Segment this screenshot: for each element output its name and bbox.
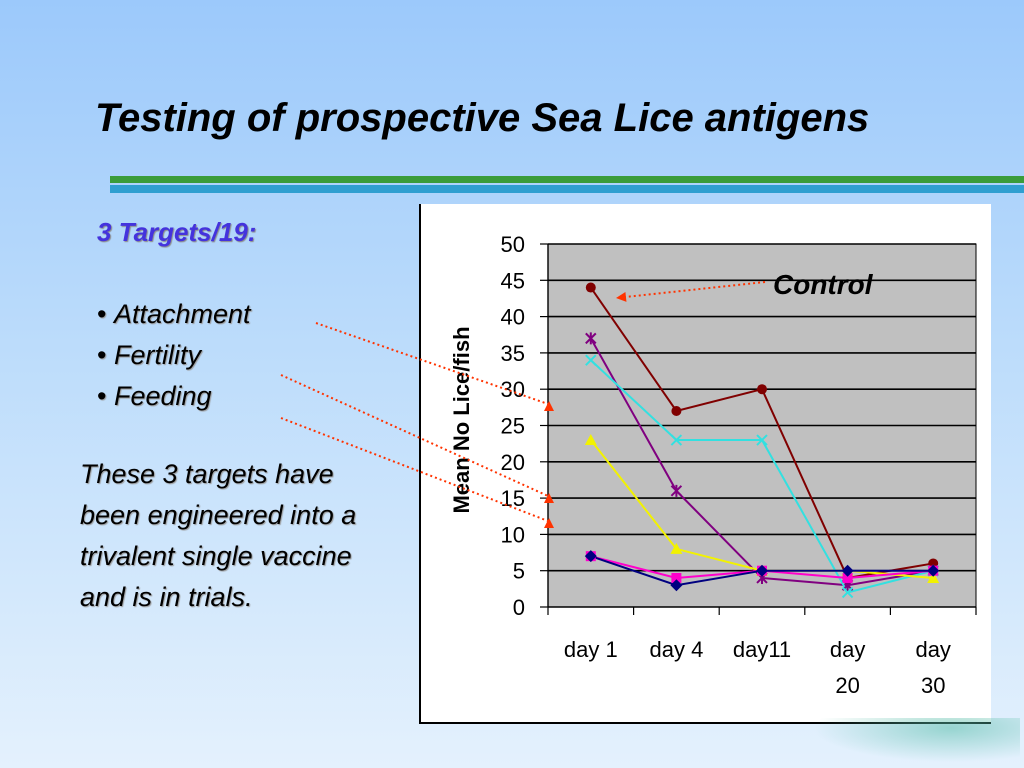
y-tick-label-2: 10 xyxy=(501,522,525,547)
series-2-point-1 xyxy=(670,434,683,446)
x-tick-label-1: day 4 xyxy=(649,637,703,662)
target-item-feeding: Feeding xyxy=(97,378,251,419)
y-tick-label-7: 35 xyxy=(501,341,525,366)
y-tick-label-3: 15 xyxy=(501,486,525,511)
y-tick-label-9: 45 xyxy=(501,268,525,293)
decorative-swoosh xyxy=(790,718,1020,768)
series-2-point-2 xyxy=(756,434,768,446)
attachment-pointer-head xyxy=(544,401,554,411)
series-0-point-0 xyxy=(585,282,596,293)
series-1-point-0 xyxy=(585,332,597,345)
x-tick-label-0: day 1 xyxy=(564,637,618,662)
series-5-point-0 xyxy=(584,550,597,563)
series-3-point-1 xyxy=(670,542,683,554)
title-rule-blue xyxy=(110,185,1024,193)
series-0-point-1 xyxy=(671,405,682,416)
control-annotation: Control xyxy=(773,269,874,300)
series-0-point-2 xyxy=(757,384,767,395)
x-tick-label-3: day 20 xyxy=(830,637,865,698)
attachment-pointer-line xyxy=(315,322,549,405)
control-pointer-head xyxy=(616,291,627,302)
title-rule-green xyxy=(110,176,1024,183)
y-tick-label-8: 40 xyxy=(501,305,525,330)
target-item-fertility: Fertility xyxy=(97,337,251,378)
fertility-pointer-line xyxy=(280,374,549,497)
y-axis-label: Mean No Lice/fish xyxy=(449,326,474,513)
y-tick-label-0: 0 xyxy=(513,595,525,620)
target-item-attachment: Attachment xyxy=(97,296,251,337)
targets-heading: 3 Targets/19: xyxy=(97,217,257,247)
x-tick-label-2: day11 xyxy=(733,637,791,662)
slide-title: Testing of prospective Sea Lice antigens xyxy=(95,96,870,140)
series-4-point-3 xyxy=(842,572,853,583)
fertility-pointer-head xyxy=(544,493,554,503)
series-2-point-0 xyxy=(585,354,597,366)
feeding-pointer-head xyxy=(544,518,554,528)
y-tick-label-1: 5 xyxy=(513,559,525,584)
y-tick-label-10: 50 xyxy=(501,232,525,257)
series-5-point-1 xyxy=(670,579,683,592)
series-5-point-2 xyxy=(756,564,768,577)
series-5-point-3 xyxy=(841,564,854,577)
y-tick-label-4: 20 xyxy=(501,450,525,475)
series-2-point-3 xyxy=(841,586,854,599)
y-tick-label-6: 30 xyxy=(501,377,525,402)
series-3-point-0 xyxy=(584,434,597,446)
series-1-point-1 xyxy=(670,484,683,497)
target-list: Attachment Fertility Feeding xyxy=(97,296,251,419)
series-5-point-4 xyxy=(927,564,940,577)
x-tick-label-4: day 30 xyxy=(915,637,950,698)
series-3-point-4 xyxy=(927,571,940,583)
series-4-point-1 xyxy=(671,572,682,583)
y-tick-label-5: 25 xyxy=(501,414,525,439)
vaccine-description: These 3 targets have been engineered int… xyxy=(80,459,357,612)
